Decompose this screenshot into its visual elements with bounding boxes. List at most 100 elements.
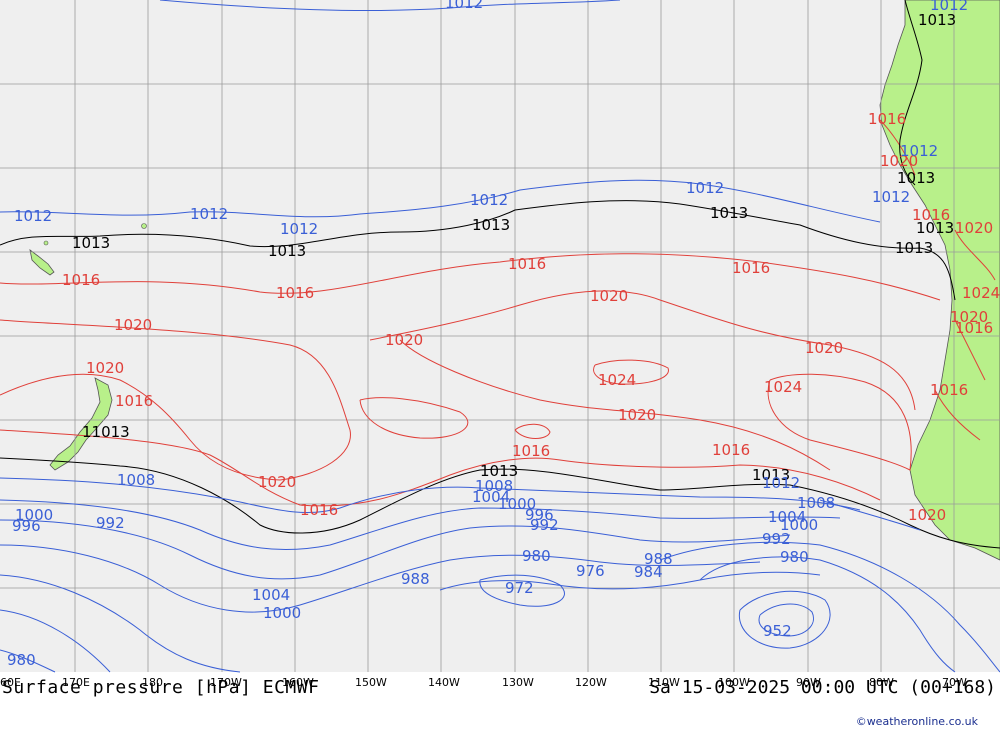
isobar-label: 1008 [475,477,513,495]
isobar-label: 1000 [498,495,536,513]
isobars-low [0,0,1000,673]
isobar-label: 1000 [780,516,818,534]
isobar-label: 1012 [900,142,938,160]
isobar-label: 1004 [252,586,290,604]
isobar-label: 1024 [598,371,636,389]
isobars-high [0,119,996,507]
isobar-label: 952 [763,622,792,640]
isobar-labels-blue: 1012 1012 1012 1012 1012 1012 1012 1012 … [7,0,968,669]
isobar-label: 1012 [14,207,52,225]
longitude-tick-label: 150W [355,676,387,689]
isobar-label: 1016 [62,271,100,289]
isobar-label: 1013 [472,216,510,234]
graticule [0,0,1000,672]
isobar-label: 1016 [276,284,314,302]
isobar-label: 1020 [618,406,656,424]
isobar-label: 992 [762,530,791,548]
isobar-label: 976 [576,562,605,580]
isobar-label: 1013 [752,466,790,484]
isobar-label: 992 [96,514,125,532]
isobar-label: 1013 [268,242,306,260]
longitude-tick-label: 80W [869,676,894,689]
credit-link[interactable]: ©weatheronline.co.uk [855,715,978,728]
isobar-label: 1016 [930,381,968,399]
isobar-label: 1024 [962,284,1000,302]
longitude-ticks: 60E 170E 180 170W 160W 150W 140W 130W 12… [0,676,967,689]
isobar-label: 988 [644,550,673,568]
isobar-label: 1016 [732,259,770,277]
isobar-label: 1020 [955,219,993,237]
isobar-label: 1020 [258,473,296,491]
isobar-label: 1016 [508,255,546,273]
valid-time: Sa 15-03-2025 00:00 UTC (00+168) [649,677,996,698]
isobar-label: 1020 [86,359,124,377]
longitude-tick-label: 130W [502,676,534,689]
isobar-label: 1016 [868,110,906,128]
longitude-tick-label: 60E [0,676,21,689]
isobar-label: 1020 [880,152,918,170]
isobar-label: 1000 [15,506,53,524]
isobar-label: 1016 [955,319,993,337]
isobar-label: 1020 [805,339,843,357]
isobar-label: 1013 [480,462,518,480]
isobar-label: 1012 [445,0,483,12]
isobar-label: 1020 [114,316,152,334]
isobar-label: 1012 [762,474,800,492]
isobar-label: 996 [525,506,554,524]
isobar-label: 1013 [918,11,956,29]
isobar-label: 1020 [908,506,946,524]
isobar-label: 1020 [385,331,423,349]
isobar-label: 1008 [117,471,155,489]
isobar-label: 1012 [930,0,968,14]
isobar-labels-black: 1013 1013 1013 1013 1013 1013 1013 1013 … [72,11,956,484]
isobar-label: 996 [12,517,41,535]
isobar-label: 1016 [512,442,550,460]
isobar-label: 980 [7,651,36,669]
isobar-label: 1013 [897,169,935,187]
fiji-island [141,223,147,229]
isobar-label: 1016 [712,441,750,459]
isobar-label: 1020 [590,287,628,305]
isobar-1013 [0,0,1000,549]
isobar-label: 1024 [764,378,802,396]
longitude-tick-label: 170E [62,676,90,689]
vanuatu-island [43,240,49,246]
isobar-label: 1012 [872,188,910,206]
isobar-label: 11013 [82,423,130,441]
isobar-label: 992 [530,516,559,534]
isobar-label: 1016 [912,206,950,224]
longitude-tick-label: 70W [942,676,967,689]
isobar-label: 1020 [950,308,988,326]
isobar-label: 1012 [686,179,724,197]
isobar-label: 984 [634,563,663,581]
new-caledonia-land [29,249,55,276]
isobar-label: 980 [522,547,551,565]
isobar-label: 1012 [190,205,228,223]
longitude-tick-label: 100W [718,676,750,689]
isobar-label: 1013 [710,204,748,222]
longitude-tick-label: 110W [648,676,680,689]
isobar-label: 1000 [263,604,301,622]
isobar-label: 1012 [470,191,508,209]
isobar-label: 1016 [300,501,338,519]
longitude-tick-label: 140W [428,676,460,689]
longitude-tick-label: 160W [282,676,314,689]
isobar-label: 1004 [472,488,510,506]
isobar-labels-red: 1016 1016 1016 1016 1020 1020 1020 1020 … [62,110,1000,524]
longitude-tick-label: 90W [796,676,821,689]
map-title: Surface pressure [hPa] ECMWF [2,677,320,698]
longitude-tick-label: 170W [210,676,242,689]
isobar-label: 1013 [72,234,110,252]
longitude-tick-label: 120W [575,676,607,689]
longitude-tick-label: 180 [142,676,163,689]
isobar-label: 1016 [115,392,153,410]
footer-background [0,672,1000,733]
isobar-label: 1004 [768,508,806,526]
isobar-label: 980 [780,548,809,566]
isobar-label: 1013 [916,219,954,237]
isobar-label: 1013 [895,239,933,257]
isobar-label: 972 [505,579,534,597]
isobar-label: 1012 [280,220,318,238]
